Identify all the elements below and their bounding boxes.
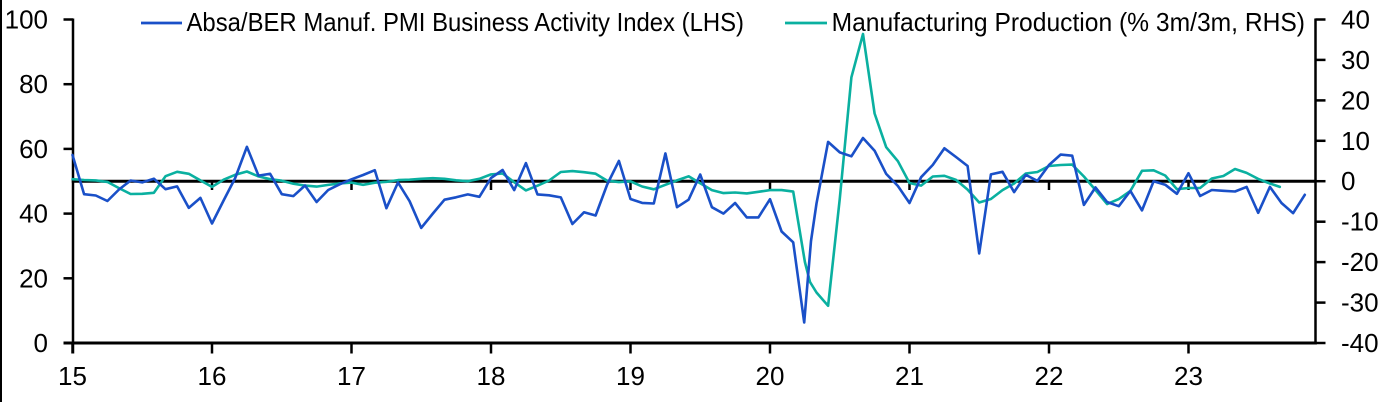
svg-text:18: 18 [477,361,506,391]
svg-text:15: 15 [58,361,87,391]
svg-text:19: 19 [616,361,645,391]
svg-text:16: 16 [198,361,227,391]
svg-text:40: 40 [1341,5,1370,35]
svg-text:40: 40 [19,199,48,229]
svg-text:22: 22 [1035,361,1064,391]
svg-text:100: 100 [5,5,48,35]
svg-text:20: 20 [19,263,48,293]
svg-text:-30: -30 [1341,288,1379,318]
svg-text:0: 0 [34,328,48,358]
svg-text:-40: -40 [1341,328,1379,358]
svg-text:23: 23 [1174,361,1203,391]
svg-text:Manufacturing Production (% 3m: Manufacturing Production (% 3m/3m, RHS) [832,7,1305,37]
svg-text:-20: -20 [1341,247,1379,277]
svg-text:0: 0 [1341,166,1355,196]
svg-text:80: 80 [19,69,48,99]
svg-text:-10: -10 [1341,207,1379,237]
svg-text:30: 30 [1341,45,1370,75]
svg-text:20: 20 [1341,85,1370,115]
svg-text:17: 17 [337,361,366,391]
svg-text:60: 60 [19,134,48,164]
svg-text:Absa/BER Manuf. PMI Business A: Absa/BER Manuf. PMI Business Activity In… [187,7,745,37]
svg-text:21: 21 [895,361,924,391]
svg-text:10: 10 [1341,126,1370,156]
svg-text:20: 20 [756,361,785,391]
